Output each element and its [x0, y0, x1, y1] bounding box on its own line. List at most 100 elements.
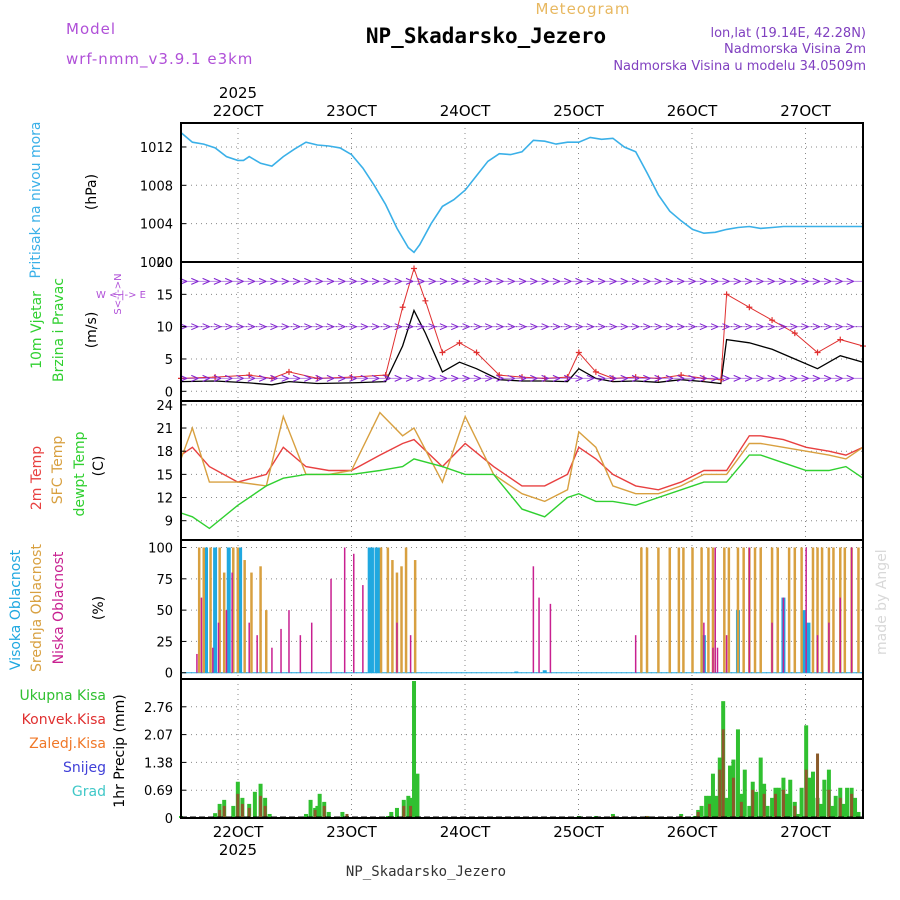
wind-barb: [620, 374, 628, 382]
low-cloud-bar: [634, 635, 637, 673]
wind-barb: [609, 374, 617, 382]
meteogram-subtitle: Meteogram: [536, 0, 631, 18]
wind-barb: [484, 277, 493, 285]
total-precip-bar: [735, 729, 740, 818]
wind-barb: [767, 323, 775, 331]
mid-cloud-bar: [222, 572, 226, 673]
wind-barb: [620, 323, 628, 331]
pressure-tick-label: 1004: [140, 218, 173, 233]
wind-barb: [654, 374, 662, 382]
mid-cloud-bar: [727, 547, 731, 673]
wind-unit: (m/s): [84, 312, 100, 349]
wind-barb: [722, 374, 730, 382]
wind-barb: [281, 374, 289, 382]
high-cloud-bar: [226, 547, 231, 673]
wind-barb: [722, 277, 730, 285]
temp-panel-frame: [180, 400, 864, 541]
pressure-label: Pritisak na nivou mora: [28, 121, 44, 278]
low-cloud-bar: [200, 597, 203, 673]
watermark: made by Angel: [874, 549, 890, 655]
wind-barb: [756, 374, 764, 382]
wind-label-1: 10m Vjetar: [29, 291, 45, 369]
wind-barb: [823, 277, 832, 285]
conv-precip-bar: [402, 805, 406, 818]
mid-cloud-bar: [711, 547, 715, 673]
wind-barb: [405, 374, 414, 382]
mid-cloud-bar: [820, 547, 824, 673]
total-precip-bar: [754, 791, 759, 818]
wind-barb: [631, 323, 640, 331]
mid-cloud-bar: [243, 560, 246, 673]
low-cloud-bar: [396, 622, 398, 673]
wind-barb: [383, 323, 391, 331]
wind-gust-marker: [592, 368, 599, 375]
cloud-tick-label: 75: [156, 573, 173, 588]
wind-barb: [213, 323, 222, 331]
wind-barb: [281, 323, 289, 331]
wind-barb: [417, 374, 425, 382]
wind-barb: [496, 374, 504, 382]
wind-barb: [326, 277, 335, 285]
mid-cloud-bar: [857, 547, 860, 673]
wind-gust-marker: [575, 349, 582, 356]
precip-tick-label: 1.38: [144, 756, 173, 771]
wind-barb: [270, 323, 278, 331]
wind-barb: [575, 277, 583, 285]
total-precip-bar: [610, 813, 615, 818]
wind-barb: [473, 374, 481, 382]
total-precip-bar: [810, 771, 815, 818]
wind-barb: [575, 323, 583, 331]
total-precip-bar: [714, 795, 719, 818]
low-cloud-bar: [549, 603, 552, 673]
total-precip-bar: [788, 779, 793, 818]
wind-barb: [688, 323, 696, 331]
wind-barb: [835, 323, 843, 331]
wind-tick-label: 0: [165, 385, 173, 400]
total-precip-bar: [406, 795, 411, 818]
total-precip-bar: [833, 795, 838, 818]
mid-cloud-bar: [391, 560, 394, 673]
wind-barb: [428, 374, 436, 382]
wind-barb: [620, 277, 628, 285]
wind-barb: [530, 323, 538, 331]
wind-barb: [439, 323, 448, 331]
wind-barb: [371, 277, 380, 285]
axis-ticks-layer: 1000100410081012051015209121518212402550…: [140, 141, 186, 827]
conv-precip-bar: [247, 807, 251, 818]
wind-barb: [722, 323, 730, 331]
wind-barb: [812, 374, 820, 382]
total-precip-bar: [845, 787, 850, 818]
wind-barb: [677, 323, 685, 331]
conv-precip-bar: [222, 805, 226, 818]
pressure-unit: (hPa): [84, 174, 100, 210]
wind-barb: [733, 374, 741, 382]
wind-barb: [597, 277, 606, 285]
mid-cloud-bar: [776, 547, 779, 673]
low-cloud-bar: [231, 572, 233, 673]
low-cloud-bar: [288, 610, 290, 673]
precip-legend-item-1: Konvek.Kisa: [22, 712, 106, 728]
total-precip-bar: [308, 799, 313, 818]
precip-legend-item-3: Snijeg: [63, 760, 106, 776]
low-cloud-bar: [538, 597, 540, 673]
wind-barb: [710, 374, 719, 382]
total-precip-bar: [841, 803, 846, 818]
wind-barb: [451, 374, 459, 382]
station-title: NP_Skadarsko_Jezero: [366, 24, 606, 48]
low-cloud-bar: [343, 547, 346, 673]
cloud-label-2: Srednja Oblacnost: [29, 544, 45, 672]
mid-cloud-bar: [645, 547, 649, 673]
total-precip-bar: [710, 773, 715, 818]
wind-barb: [349, 323, 357, 331]
wind-compass-we: W <-|-> E: [96, 290, 146, 301]
wind-barb: [473, 277, 481, 285]
conv-precip-bar: [850, 793, 854, 818]
wind-barb: [292, 374, 301, 382]
wind-barb: [484, 323, 493, 331]
precip-tick-label: 0: [165, 812, 173, 827]
wind-barb: [767, 374, 775, 382]
low-cloud-bar: [330, 578, 332, 673]
pressure-tick-label: 1012: [140, 141, 173, 156]
high-cloud-bar: [369, 547, 374, 673]
